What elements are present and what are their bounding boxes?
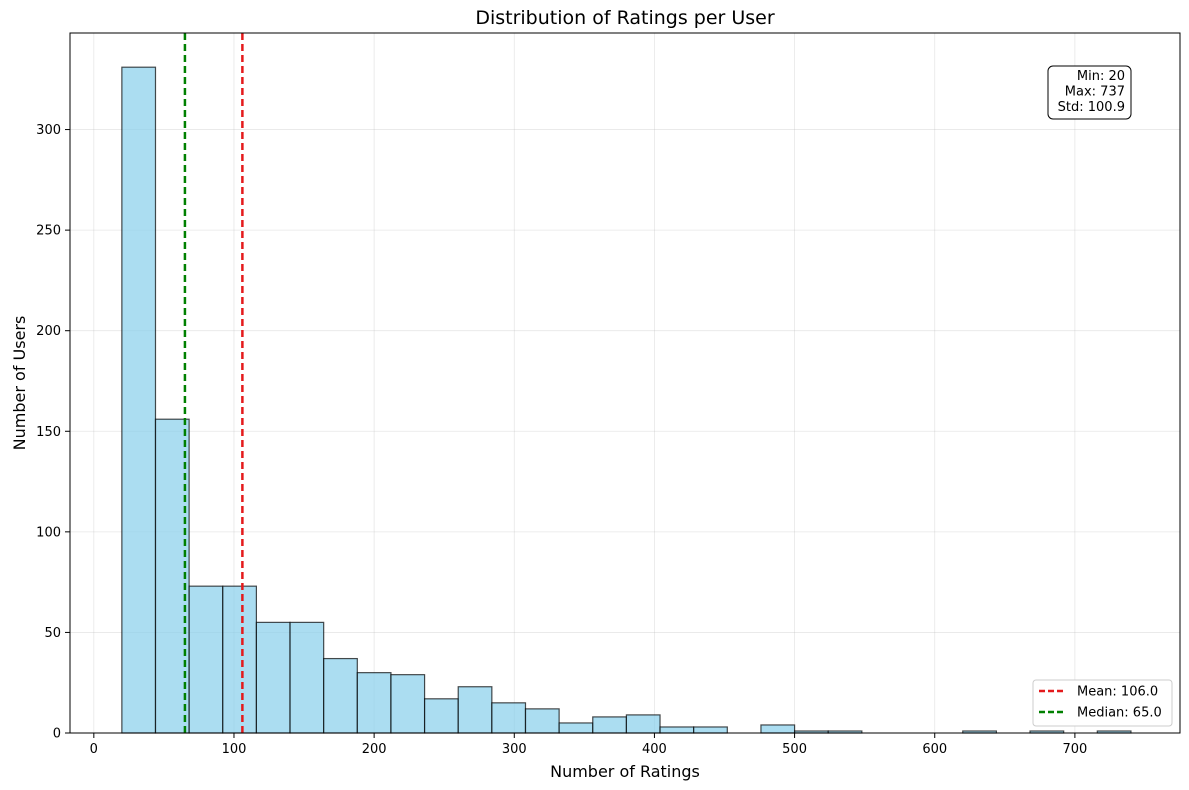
histogram-bar [457, 686, 493, 734]
legend-mean-label: Mean: 106.0 [1077, 685, 1158, 700]
histogram-bar [760, 724, 796, 734]
y-tick-label: 50 [44, 626, 61, 641]
x-tick-label: 200 [362, 742, 387, 757]
legend: Mean: 106.0 Median: 65.0 [1032, 679, 1173, 727]
x-axis-label: Number of Ratings [550, 762, 700, 781]
histogram-bar [524, 708, 560, 734]
x-tick-label: 400 [642, 742, 667, 757]
histogram-bar [222, 585, 258, 734]
plot-frame [69, 32, 1181, 734]
stats-std: Std: 100.9 [1058, 100, 1125, 115]
stats-min: Min: 20 [1077, 69, 1125, 84]
x-tick-label: 600 [922, 742, 947, 757]
x-tick-label: 100 [222, 742, 247, 757]
histogram-bars [121, 66, 1132, 734]
chart-title: Distribution of Ratings per User [475, 7, 775, 29]
histogram-bar [693, 726, 728, 734]
y-tick-label: 0 [53, 727, 61, 742]
y-tick-label: 100 [36, 525, 61, 540]
histogram-bar [659, 726, 695, 734]
histogram-bar [255, 621, 291, 734]
histogram-bar [154, 418, 190, 734]
reference-lines [183, 33, 244, 733]
histogram-bar [323, 657, 358, 734]
stats-box: Min: 20 Max: 737 Std: 100.9 [1047, 65, 1132, 120]
x-axis-ticks: 0 100 200 300 400 500 600 700 [90, 733, 1087, 757]
histogram-bar [390, 674, 426, 734]
histogram-bar [356, 672, 392, 734]
legend-median-label: Median: 65.0 [1077, 706, 1162, 721]
stats-max: Max: 737 [1065, 85, 1125, 100]
histogram-bar [491, 702, 527, 734]
legend-frame [1032, 679, 1173, 727]
y-tick-label: 300 [36, 123, 61, 138]
histogram-bar [592, 716, 628, 734]
y-tick-label: 200 [36, 324, 61, 339]
y-axis-ticks: 0 50 100 150 200 250 300 [36, 123, 70, 742]
histogram-bar [558, 722, 594, 734]
histogram-bar [188, 585, 224, 734]
y-axis-label: Number of Users [10, 316, 29, 451]
x-tick-label: 700 [1062, 742, 1087, 757]
x-tick-label: 0 [90, 742, 98, 757]
y-tick-label: 250 [36, 224, 61, 239]
histogram-bar [289, 621, 325, 734]
histogram-bar [423, 698, 459, 734]
x-tick-label: 300 [502, 742, 527, 757]
x-tick-label: 500 [782, 742, 807, 757]
histogram-bar [121, 66, 157, 734]
stats-box-frame [1047, 65, 1132, 120]
histogram-bar [625, 714, 661, 734]
y-tick-label: 150 [36, 425, 61, 440]
